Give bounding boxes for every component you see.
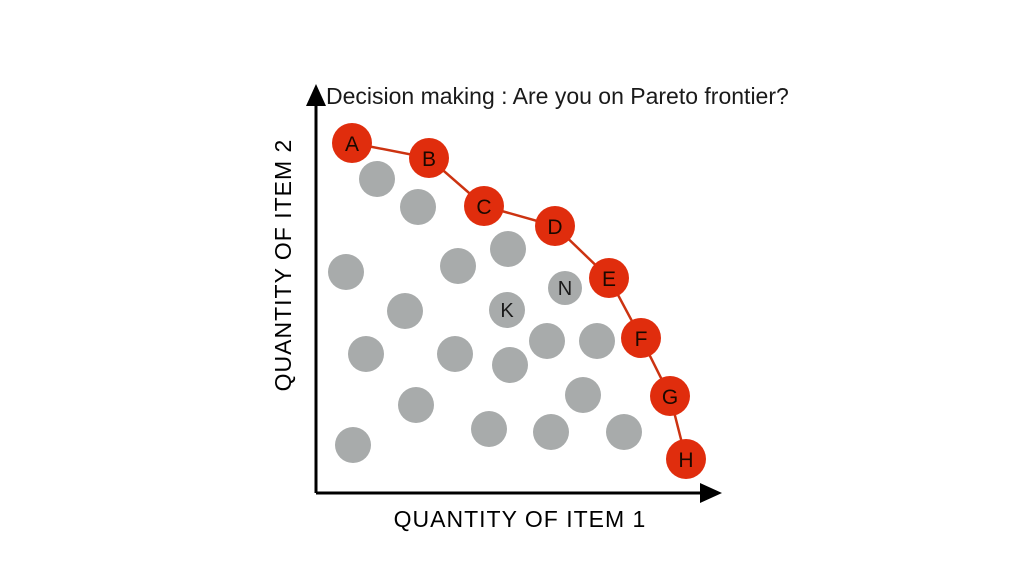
- svg-text:A: A: [345, 133, 359, 156]
- svg-text:QUANTITY OF ITEM 1: QUANTITY OF ITEM 1: [394, 506, 647, 532]
- svg-text:C: C: [476, 196, 491, 219]
- svg-text:K: K: [500, 300, 514, 322]
- svg-text:F: F: [635, 328, 648, 351]
- svg-text:B: B: [422, 148, 436, 171]
- svg-text:G: G: [662, 386, 678, 409]
- svg-text:Decision making : Are you on P: Decision making : Are you on Pareto fron…: [326, 83, 789, 109]
- svg-text:D: D: [547, 216, 562, 239]
- svg-text:QUANTITY OF ITEM 2: QUANTITY OF ITEM 2: [270, 139, 296, 392]
- svg-text:H: H: [678, 449, 693, 472]
- svg-text:E: E: [602, 268, 616, 291]
- svg-text:N: N: [558, 278, 572, 300]
